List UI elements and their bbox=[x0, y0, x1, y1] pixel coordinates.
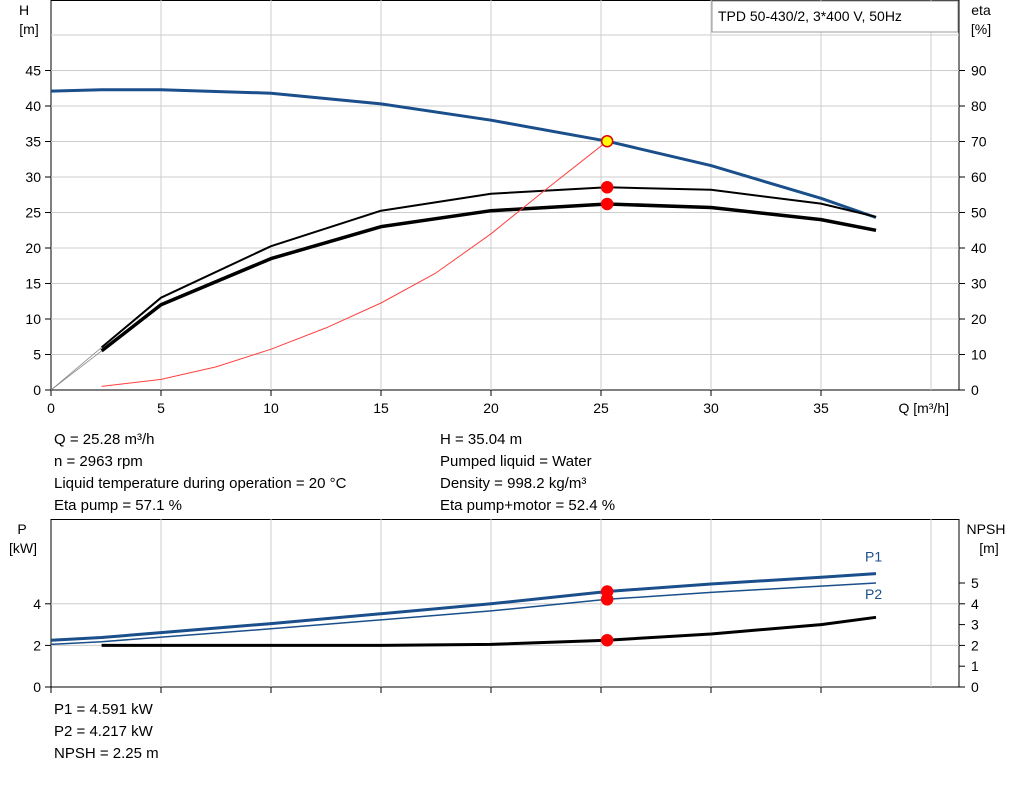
info-p1: P1 = 4.591 kW bbox=[54, 701, 153, 718]
y-tick-label-right: 5 bbox=[971, 575, 979, 591]
series-line-1-1 bbox=[50, 582, 877, 646]
y-tick-label-right: 40 bbox=[971, 240, 987, 256]
x-tick-label: 20 bbox=[483, 400, 499, 416]
info-speed: n = 2963 rpm bbox=[54, 453, 143, 470]
series-label-p1: P1 bbox=[865, 549, 882, 565]
y-tick-label-right: 70 bbox=[971, 134, 987, 150]
series-line-0-3 bbox=[101, 140, 608, 387]
y-axis-unit-left: [kW] bbox=[9, 540, 37, 556]
info-density: Density = 998.2 kg/m³ bbox=[440, 475, 587, 492]
series-line-1-0 bbox=[50, 572, 877, 642]
x-tick-label: 10 bbox=[263, 400, 279, 416]
series-label-p2: P2 bbox=[865, 586, 882, 602]
y-tick-label-left: 0 bbox=[33, 679, 41, 695]
y-axis-label-right: NPSH bbox=[967, 521, 1006, 537]
series-line-0-4 bbox=[50, 347, 102, 391]
info-npsh: NPSH = 2.25 m bbox=[54, 745, 159, 762]
y-tick-label-right: 20 bbox=[971, 311, 987, 327]
y-tick-label-left: 20 bbox=[25, 240, 41, 256]
y-tick-label-left: 2 bbox=[33, 637, 41, 653]
y-axis-label-right: eta bbox=[971, 2, 991, 18]
title-box bbox=[711, 0, 959, 33]
x-tick-label: 25 bbox=[593, 400, 609, 416]
x-tick-label: 35 bbox=[813, 400, 829, 416]
y-axis-unit-left: [m] bbox=[19, 21, 38, 37]
y-tick-label-right: 0 bbox=[971, 679, 979, 695]
info-pumped-liquid: Pumped liquid = Water bbox=[440, 453, 592, 470]
y-tick-label-right: 90 bbox=[971, 63, 987, 79]
series-line-0-2 bbox=[100, 202, 877, 353]
info-p2: P2 = 4.217 kW bbox=[54, 723, 153, 740]
y-tick-label-left: 30 bbox=[25, 169, 41, 185]
y-axis-unit-right: [m] bbox=[979, 540, 998, 556]
info-liquid-temperature: Liquid temperature during operation = 20… bbox=[54, 475, 347, 492]
y-axis-unit-right: [%] bbox=[971, 21, 991, 37]
y-tick-label-left: 4 bbox=[33, 596, 41, 612]
y-tick-label-left: 0 bbox=[33, 382, 41, 398]
series-line-0-5 bbox=[50, 350, 102, 391]
plot-frame-1 bbox=[50, 519, 960, 688]
chart-title: TPD 50-430/2, 3*400 V, 50Hz bbox=[718, 8, 902, 24]
info-block-left: Q = 25.28 m³/h n = 2963 rpm Liquid tempe… bbox=[54, 429, 346, 517]
series-line-0-0 bbox=[50, 88, 877, 219]
x-tick-label: 5 bbox=[157, 400, 165, 416]
x-axis-label: Q [m³/h] bbox=[898, 400, 949, 416]
info-head: H = 35.04 m bbox=[440, 431, 523, 448]
operating-point bbox=[600, 633, 614, 647]
operating-point bbox=[600, 181, 614, 194]
y-tick-label-left: 10 bbox=[25, 311, 41, 327]
info-eta-pump-motor: Eta pump+motor = 52.4 % bbox=[440, 497, 616, 514]
operating-point bbox=[600, 593, 614, 606]
y-tick-label-right: 1 bbox=[971, 658, 979, 674]
y-tick-label-right: 60 bbox=[971, 169, 987, 185]
x-tick-label: 0 bbox=[47, 400, 55, 416]
y-tick-label-left: 15 bbox=[25, 276, 41, 292]
y-tick-label-right: 80 bbox=[971, 98, 987, 114]
series-line-0-1 bbox=[100, 186, 877, 349]
x-tick-label: 30 bbox=[703, 400, 719, 416]
y-tick-label-right: 50 bbox=[971, 205, 987, 221]
operating-point bbox=[600, 197, 614, 211]
x-tick-label: 15 bbox=[373, 400, 389, 416]
y-tick-label-right: 30 bbox=[971, 276, 987, 292]
info-eta-pump: Eta pump = 57.1 % bbox=[54, 497, 182, 514]
y-tick-label-left: 40 bbox=[25, 98, 41, 114]
y-tick-label-left: 25 bbox=[25, 205, 41, 221]
y-tick-label-right: 4 bbox=[971, 596, 979, 612]
y-tick-label-right: 2 bbox=[971, 637, 979, 653]
y-tick-label-left: 5 bbox=[33, 347, 41, 363]
operating-point bbox=[600, 134, 614, 148]
y-axis-label-left: H bbox=[19, 2, 29, 18]
info-flow: Q = 25.28 m³/h bbox=[54, 431, 155, 448]
plot-frame-0 bbox=[50, 0, 960, 391]
y-tick-label-left: 35 bbox=[25, 134, 41, 150]
y-axis-label-left: P bbox=[17, 521, 26, 537]
y-tick-label-right: 10 bbox=[971, 347, 987, 363]
info-block-bottom: P1 = 4.591 kW P2 = 4.217 kW NPSH = 2.25 … bbox=[54, 699, 159, 765]
info-block-right: H = 35.04 m Pumped liquid = Water Densit… bbox=[440, 429, 615, 517]
y-tick-label-left: 45 bbox=[25, 63, 41, 79]
y-tick-label-right: 3 bbox=[971, 617, 979, 633]
y-tick-label-right: 0 bbox=[971, 382, 979, 398]
series-line-1-2 bbox=[101, 615, 877, 647]
